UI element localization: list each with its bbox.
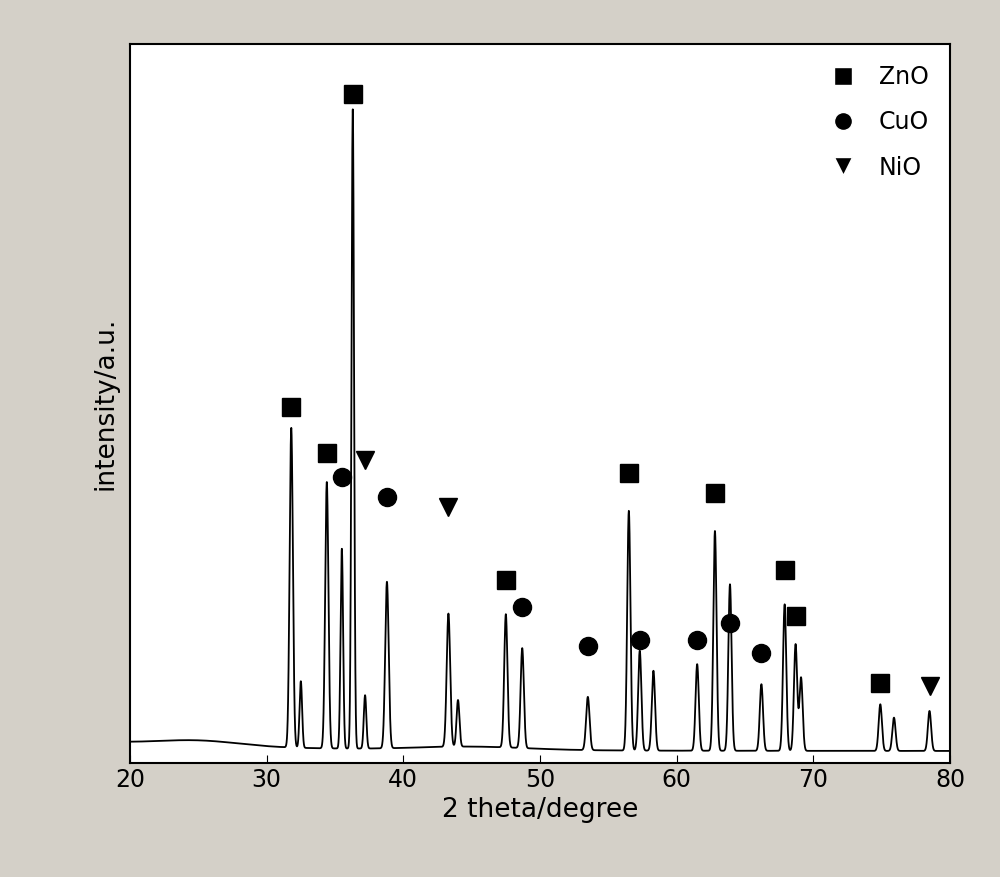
X-axis label: 2 theta/degree: 2 theta/degree: [442, 797, 638, 824]
Legend: ZnO, CuO, NiO: ZnO, CuO, NiO: [810, 55, 938, 189]
Y-axis label: intensity/a.u.: intensity/a.u.: [93, 317, 119, 490]
